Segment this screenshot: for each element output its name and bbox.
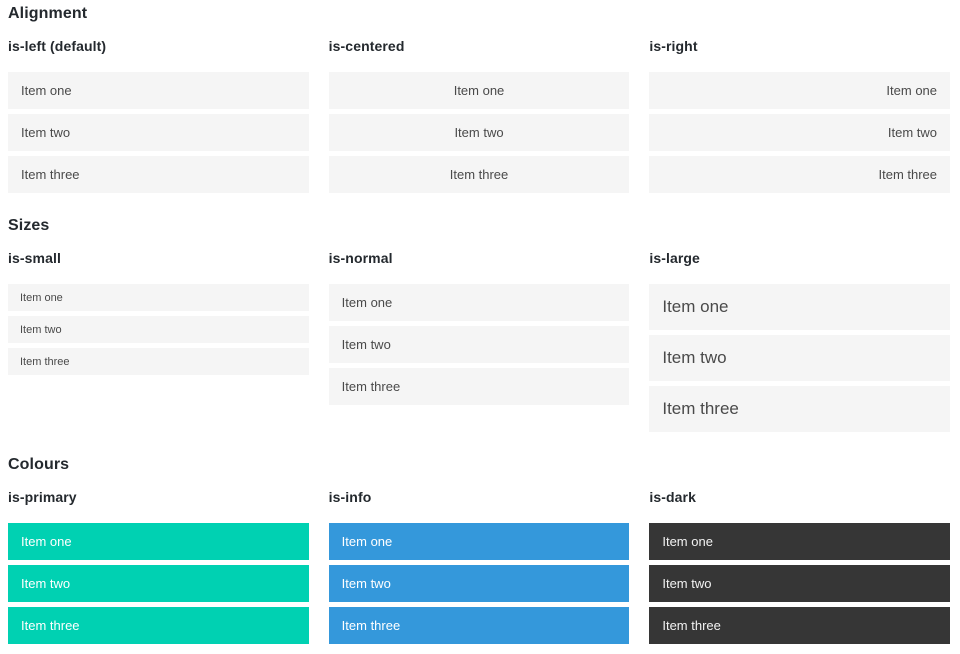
list-item[interactable]: Item one (328, 284, 630, 321)
section-sizes: Sizes is-small Item one Item two Item th… (8, 216, 951, 432)
section-title-alignment: Alignment (8, 5, 88, 22)
list-item[interactable]: Item one (328, 523, 630, 560)
column-is-large: is-large Item one Item two Item three (649, 249, 951, 432)
list-item[interactable]: Item one (328, 72, 630, 109)
list-item[interactable]: Item one (8, 523, 309, 560)
list-item[interactable]: Item two (8, 565, 309, 602)
column-subtitle-is-large: is-large (649, 250, 700, 266)
column-subtitle-is-right: is-right (649, 38, 698, 54)
column-is-left: is-left (default) Item one Item two Item… (8, 37, 309, 193)
list-item[interactable]: Item three (8, 348, 309, 375)
list-item[interactable]: Item two (649, 114, 951, 151)
list-item[interactable]: Item one (8, 284, 309, 311)
column-is-dark: is-dark Item one Item two Item three (649, 488, 951, 644)
list-item[interactable]: Item three (328, 368, 630, 405)
column-is-primary: is-primary Item one Item two Item three (8, 488, 309, 644)
alignment-columns: is-left (default) Item one Item two Item… (8, 37, 951, 193)
item-list-normal: Item one Item two Item three (328, 284, 630, 405)
section-title-sizes: Sizes (8, 217, 50, 234)
column-subtitle-is-dark: is-dark (649, 489, 696, 505)
list-item[interactable]: Item three (8, 156, 309, 193)
section-title-colours: Colours (8, 456, 70, 473)
list-item[interactable]: Item one (649, 72, 951, 109)
list-item[interactable]: Item three (8, 607, 309, 644)
list-item[interactable]: Item two (328, 326, 630, 363)
list-item[interactable]: Item one (649, 284, 951, 330)
item-list-large: Item one Item two Item three (649, 284, 951, 432)
list-item[interactable]: Item two (649, 565, 951, 602)
section-colours: Colours is-primary Item one Item two Ite… (8, 455, 951, 644)
list-item[interactable]: Item three (649, 607, 951, 644)
list-item[interactable]: Item two (8, 114, 309, 151)
list-item[interactable]: Item three (328, 607, 630, 644)
column-subtitle-is-info: is-info (328, 489, 372, 505)
column-subtitle-is-primary: is-primary (8, 489, 77, 505)
column-subtitle-is-small: is-small (8, 250, 61, 266)
item-list-center-aligned: Item one Item two Item three (328, 72, 630, 193)
item-list-info: Item one Item two Item three (328, 523, 630, 644)
item-list-dark: Item one Item two Item three (649, 523, 951, 644)
list-item[interactable]: Item one (8, 72, 309, 109)
list-item[interactable]: Item three (649, 386, 951, 432)
sizes-columns: is-small Item one Item two Item three is… (8, 249, 951, 432)
list-item[interactable]: Item two (649, 335, 951, 381)
column-subtitle-is-left-default: is-left (default) (8, 38, 107, 54)
column-is-right: is-right Item one Item two Item three (649, 37, 951, 193)
item-list-left-aligned: Item one Item two Item three (8, 72, 309, 193)
item-list-right-aligned: Item one Item two Item three (649, 72, 951, 193)
column-subtitle-is-centered: is-centered (328, 38, 405, 54)
item-list-primary: Item one Item two Item three (8, 523, 309, 644)
column-is-info: is-info Item one Item two Item three (328, 488, 630, 644)
section-alignment: Alignment is-left (default) Item one Ite… (8, 4, 951, 193)
item-list-small: Item one Item two Item three (8, 284, 309, 375)
column-subtitle-is-normal: is-normal (328, 250, 393, 266)
list-item[interactable]: Item three (328, 156, 630, 193)
list-item[interactable]: Item three (649, 156, 951, 193)
colours-columns: is-primary Item one Item two Item three … (8, 488, 951, 644)
column-is-centered: is-centered Item one Item two Item three (328, 37, 630, 193)
list-item[interactable]: Item two (328, 565, 630, 602)
column-is-small: is-small Item one Item two Item three (8, 249, 309, 432)
list-item[interactable]: Item one (649, 523, 951, 560)
list-item[interactable]: Item two (8, 316, 309, 343)
column-is-normal: is-normal Item one Item two Item three (328, 249, 630, 432)
list-item[interactable]: Item two (328, 114, 630, 151)
